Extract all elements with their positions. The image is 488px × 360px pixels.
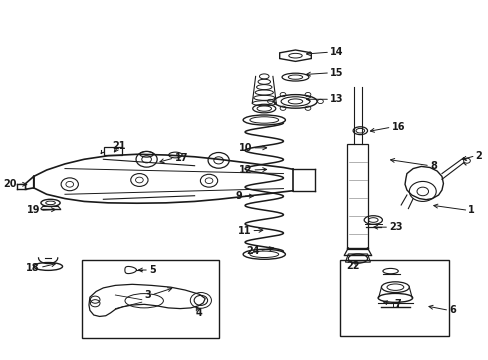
Text: 24: 24	[245, 246, 259, 256]
Text: 20: 20	[3, 179, 17, 189]
Text: 18: 18	[26, 262, 40, 273]
Text: 2: 2	[475, 151, 481, 161]
Text: 4: 4	[196, 308, 203, 318]
Text: 14: 14	[329, 47, 343, 57]
Text: 7: 7	[393, 299, 400, 309]
Text: 17: 17	[174, 153, 187, 163]
Text: 16: 16	[391, 122, 404, 132]
Bar	[81, 260, 218, 338]
Text: 19: 19	[26, 205, 40, 215]
Text: 21: 21	[112, 141, 125, 151]
Text: 3: 3	[144, 290, 151, 300]
Text: 1: 1	[468, 205, 474, 215]
Text: 9: 9	[235, 191, 242, 201]
Text: 5: 5	[149, 265, 156, 275]
Text: 23: 23	[388, 222, 402, 232]
Bar	[339, 260, 448, 337]
Text: 6: 6	[448, 305, 455, 315]
Text: 13: 13	[329, 94, 343, 104]
Text: 11: 11	[237, 226, 251, 236]
Text: 10: 10	[238, 143, 252, 153]
Text: 15: 15	[329, 68, 343, 78]
Text: 12: 12	[238, 165, 252, 175]
Text: 8: 8	[429, 161, 436, 171]
Text: 22: 22	[346, 261, 359, 271]
